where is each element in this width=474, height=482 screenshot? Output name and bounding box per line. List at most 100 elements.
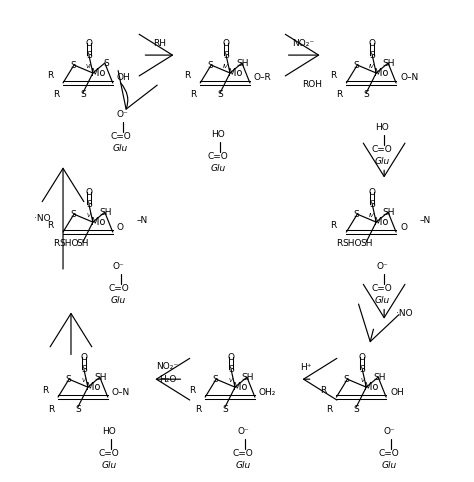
Text: R: R: [184, 71, 190, 80]
Text: C=O: C=O: [372, 145, 392, 154]
Text: S: S: [354, 61, 359, 69]
Text: V: V: [82, 378, 86, 383]
Text: Glu: Glu: [210, 164, 226, 173]
Text: O⁻: O⁻: [237, 428, 249, 436]
Text: HO: HO: [375, 123, 389, 132]
Text: R: R: [48, 404, 54, 414]
Text: O–R: O–R: [254, 73, 272, 82]
Text: S: S: [354, 404, 359, 414]
Text: O⁻: O⁻: [376, 262, 388, 271]
Text: S: S: [86, 51, 92, 60]
Text: O–N: O–N: [400, 73, 418, 82]
Text: H₂O: H₂O: [159, 375, 176, 384]
Text: Glu: Glu: [374, 296, 390, 305]
Text: O: O: [359, 353, 366, 362]
Text: R: R: [53, 240, 59, 249]
Text: SH: SH: [77, 240, 89, 249]
Text: SH: SH: [360, 240, 373, 249]
FancyArrowPatch shape: [42, 168, 84, 269]
Text: SH: SH: [100, 208, 112, 217]
Text: ·NO: ·NO: [35, 214, 51, 223]
Text: S: S: [65, 375, 71, 384]
Text: O: O: [81, 353, 87, 362]
Text: S: S: [70, 61, 76, 69]
Text: Glu: Glu: [235, 461, 251, 470]
Text: O: O: [223, 39, 229, 48]
Text: S: S: [354, 210, 359, 219]
FancyArrowPatch shape: [363, 143, 405, 176]
Text: R: R: [336, 240, 342, 249]
Text: OH₂: OH₂: [259, 388, 276, 397]
Text: C=O: C=O: [208, 152, 228, 161]
Text: O: O: [117, 223, 124, 231]
Text: H⁺: H⁺: [300, 363, 311, 372]
Text: O: O: [369, 188, 376, 197]
Text: S: S: [369, 51, 375, 60]
Text: O–N: O–N: [112, 388, 130, 397]
Text: R: R: [47, 71, 53, 80]
Text: Glu: Glu: [111, 296, 127, 305]
Text: R: R: [320, 386, 327, 395]
Text: NO₂⁻: NO₂⁻: [292, 39, 315, 48]
Text: SH: SH: [237, 58, 249, 67]
Text: S: S: [369, 200, 375, 209]
Text: Mo: Mo: [91, 68, 105, 78]
Text: Mo: Mo: [86, 382, 100, 392]
Text: Mo: Mo: [374, 217, 388, 227]
Text: SH: SH: [242, 373, 254, 382]
Text: R: R: [195, 404, 201, 414]
Text: RH: RH: [153, 39, 166, 48]
Text: IV: IV: [223, 64, 229, 68]
Text: V: V: [229, 378, 233, 383]
Text: R: R: [330, 221, 337, 229]
Text: O⁻: O⁻: [383, 428, 395, 436]
Text: S: S: [223, 51, 229, 60]
Text: Glu: Glu: [374, 157, 390, 166]
Text: C=O: C=O: [233, 449, 253, 458]
Text: S: S: [222, 404, 228, 414]
Text: HO: HO: [102, 428, 116, 436]
Text: S: S: [103, 58, 109, 67]
Text: C=O: C=O: [110, 132, 131, 141]
Text: Glu: Glu: [101, 461, 117, 470]
Text: SH: SH: [373, 373, 385, 382]
Text: S: S: [217, 90, 223, 99]
Text: R: R: [53, 90, 59, 99]
Text: S: S: [75, 404, 81, 414]
Text: S: S: [207, 61, 213, 69]
Text: C=O: C=O: [379, 449, 400, 458]
Text: R: R: [330, 71, 337, 80]
Text: OH: OH: [390, 388, 404, 397]
FancyArrowPatch shape: [285, 34, 319, 76]
FancyArrowPatch shape: [303, 358, 337, 400]
Text: Mo: Mo: [233, 382, 247, 392]
Text: R: R: [190, 90, 196, 99]
Text: C=O: C=O: [372, 284, 392, 293]
Text: O: O: [85, 39, 92, 48]
Text: –N: –N: [137, 215, 148, 225]
Text: HO: HO: [211, 130, 225, 139]
Text: O: O: [228, 353, 235, 362]
Text: C=O: C=O: [109, 284, 129, 293]
Text: Glu: Glu: [382, 461, 397, 470]
FancyArrowPatch shape: [50, 313, 92, 355]
Text: S: S: [344, 375, 349, 384]
FancyArrowPatch shape: [363, 284, 405, 318]
FancyArrowPatch shape: [118, 71, 157, 109]
FancyArrowPatch shape: [358, 304, 399, 342]
Text: SH: SH: [383, 58, 395, 67]
Text: R: R: [336, 90, 342, 99]
Text: O⁻: O⁻: [113, 262, 125, 271]
Text: O: O: [369, 39, 376, 48]
Text: Mo: Mo: [228, 68, 242, 78]
Text: OH: OH: [117, 73, 130, 82]
Text: O: O: [85, 188, 92, 197]
Text: V: V: [360, 378, 364, 383]
Text: Mo: Mo: [374, 68, 388, 78]
Text: SH: SH: [94, 373, 107, 382]
Text: IV: IV: [369, 64, 375, 68]
Text: V: V: [87, 213, 91, 218]
Text: S: S: [86, 200, 92, 209]
Text: R: R: [42, 386, 48, 395]
Text: Mo: Mo: [364, 382, 378, 392]
